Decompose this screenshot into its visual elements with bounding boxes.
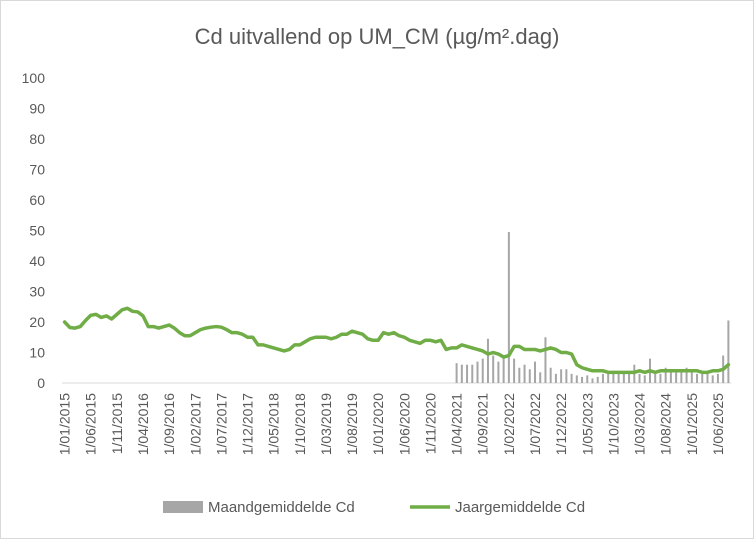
x-tick-label: 1/02/2017 xyxy=(187,393,203,455)
y-tick-label: 0 xyxy=(37,375,45,391)
legend-label: Jaargemiddelde Cd xyxy=(455,499,585,516)
y-tick-label: 100 xyxy=(22,70,46,86)
bar xyxy=(638,373,641,383)
bar xyxy=(716,373,719,383)
x-tick-label: 1/08/2024 xyxy=(658,393,674,455)
x-tick-label: 1/01/2025 xyxy=(684,393,700,455)
x-tick-label: 1/06/2025 xyxy=(710,393,726,455)
x-tick-label: 1/06/2020 xyxy=(396,393,412,455)
legend-label: Maandgemiddelde Cd xyxy=(208,499,355,516)
bar xyxy=(471,364,474,383)
chart-title: Cd uitvallend op UM_CM (µg/m².dag) xyxy=(195,24,560,49)
bar xyxy=(659,373,662,383)
x-tick-label: 1/09/2016 xyxy=(161,393,177,455)
bar xyxy=(539,372,542,383)
bar xyxy=(492,355,495,383)
bar xyxy=(486,338,489,383)
y-tick-label: 60 xyxy=(29,192,45,208)
bar xyxy=(507,232,510,383)
bar xyxy=(685,367,688,383)
bar xyxy=(643,375,646,383)
bar xyxy=(669,370,672,383)
x-tick-label: 1/11/2020 xyxy=(422,393,438,454)
bar xyxy=(654,373,657,383)
bar xyxy=(518,367,521,383)
x-tick-label: 1/04/2016 xyxy=(135,393,151,455)
bar xyxy=(528,369,531,383)
bar xyxy=(727,320,730,383)
x-tick-label: 1/01/2020 xyxy=(370,393,386,455)
bar xyxy=(570,373,573,383)
bar xyxy=(466,364,469,383)
bar xyxy=(455,363,458,383)
bar xyxy=(523,364,526,383)
bar xyxy=(696,373,699,383)
y-tick-label: 70 xyxy=(29,162,45,178)
y-tick-label: 80 xyxy=(29,131,45,147)
bar xyxy=(706,373,709,383)
x-tick-label: 1/07/2022 xyxy=(527,393,543,455)
x-tick-label: 1/03/2024 xyxy=(632,393,648,455)
bar xyxy=(680,370,683,383)
bar xyxy=(513,358,516,383)
bar xyxy=(591,378,594,383)
x-tick-label: 1/07/2017 xyxy=(213,393,229,455)
x-tick-label: 1/10/2018 xyxy=(292,393,308,455)
line xyxy=(62,306,731,375)
bar xyxy=(565,369,568,383)
bar xyxy=(601,373,604,383)
y-tick-label: 90 xyxy=(29,101,45,117)
x-tick-label: 1/04/2021 xyxy=(449,393,465,455)
bar xyxy=(560,369,563,383)
y-tick-label: 10 xyxy=(29,345,45,361)
bar xyxy=(502,358,505,383)
bar xyxy=(481,358,484,383)
x-tick-label: 1/09/2021 xyxy=(475,393,491,455)
bar xyxy=(701,372,704,383)
x-tick-label: 1/05/2018 xyxy=(266,393,282,455)
bar xyxy=(711,375,714,383)
bar xyxy=(612,370,615,383)
x-tick-label: 1/12/2022 xyxy=(553,393,569,455)
bar xyxy=(581,376,584,383)
bar xyxy=(575,375,578,383)
x-tick-label: 1/12/2017 xyxy=(240,393,256,455)
x-tick-label: 1/03/2019 xyxy=(318,393,334,455)
bar xyxy=(628,373,631,383)
y-tick-label: 30 xyxy=(29,284,45,300)
bar xyxy=(607,373,610,383)
y-tick-label: 20 xyxy=(29,314,45,330)
legend-swatch xyxy=(163,501,203,513)
bar xyxy=(497,361,500,383)
x-tick-label: 1/06/2015 xyxy=(83,393,99,455)
bar xyxy=(549,367,552,383)
x-tick-label: 1/11/2015 xyxy=(109,393,125,454)
bar xyxy=(554,373,557,383)
x-tick-label: 1/10/2023 xyxy=(605,393,621,455)
bar xyxy=(617,373,620,383)
y-tick-label: 50 xyxy=(29,223,45,239)
bar xyxy=(534,361,537,383)
bar xyxy=(596,376,599,383)
bar xyxy=(476,361,479,383)
bar xyxy=(586,375,589,383)
bar xyxy=(544,337,547,383)
bar xyxy=(664,367,667,383)
bar xyxy=(690,372,693,383)
y-tick-label: 40 xyxy=(29,253,45,269)
x-tick-label: 1/02/2022 xyxy=(501,393,517,455)
x-tick-label: 1/08/2019 xyxy=(344,393,360,455)
bar xyxy=(460,364,463,383)
x-tick-label: 1/05/2023 xyxy=(579,393,595,455)
bar xyxy=(675,369,678,383)
x-tick-label: 1/01/2015 xyxy=(57,393,73,455)
bar xyxy=(622,372,625,383)
